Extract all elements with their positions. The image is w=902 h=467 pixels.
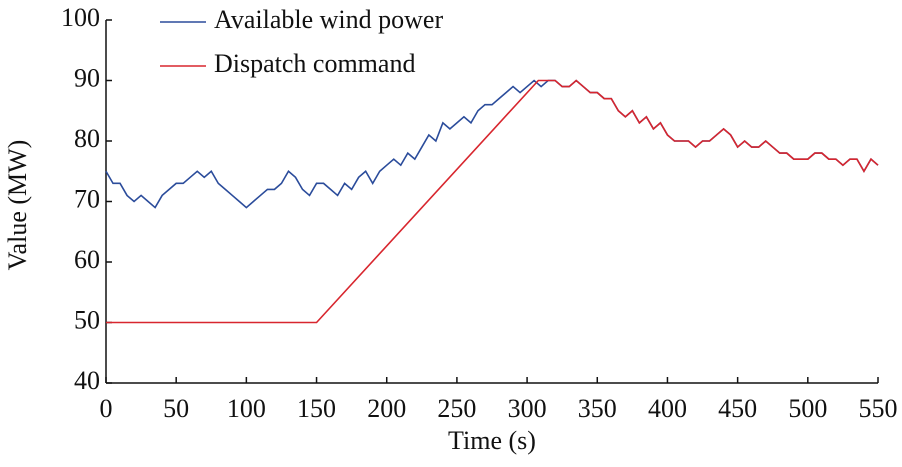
x-tick-label: 350 xyxy=(578,394,617,423)
y-tick-label: 100 xyxy=(61,3,100,32)
x-tick-label: 0 xyxy=(100,394,113,423)
x-tick-label: 550 xyxy=(859,394,898,423)
y-tick-label: 80 xyxy=(74,124,100,153)
x-tick-label: 300 xyxy=(508,394,547,423)
x-tick-label: 200 xyxy=(367,394,406,423)
data-line xyxy=(106,79,879,324)
x-tick-label: 400 xyxy=(648,394,687,423)
y-tick-label: 60 xyxy=(74,245,100,274)
x-tick-label: 250 xyxy=(437,394,476,423)
y-axis-label: Value (MW) xyxy=(3,140,32,271)
x-tick-label: 450 xyxy=(718,394,757,423)
y-tick-label: 50 xyxy=(74,305,100,334)
x-tick-label: 50 xyxy=(163,394,189,423)
x-axis-label: Time (s) xyxy=(448,426,536,455)
y-tick-label: 40 xyxy=(74,366,100,395)
legend-label: Available wind power xyxy=(214,5,443,34)
legend-label: Dispatch command xyxy=(214,49,415,78)
y-tick-label: 70 xyxy=(74,184,100,213)
y-tick-label: 90 xyxy=(74,63,100,92)
x-tick-label: 500 xyxy=(788,394,827,423)
x-tick-label: 100 xyxy=(227,394,266,423)
x-tick-label: 150 xyxy=(297,394,336,423)
